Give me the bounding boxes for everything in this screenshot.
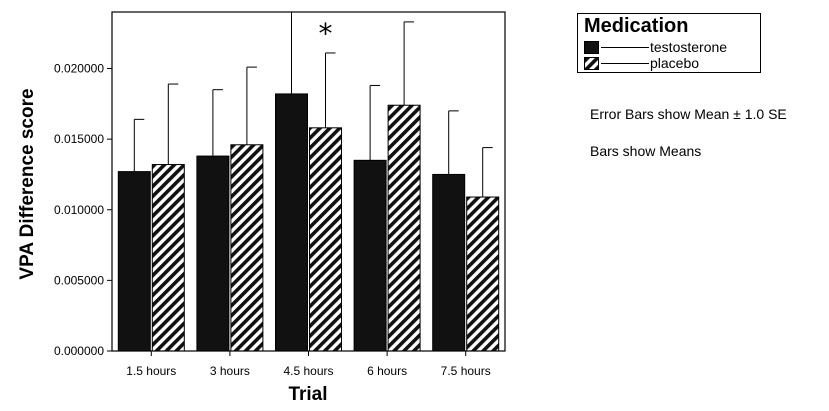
bar-placebo-3-hours xyxy=(230,144,264,352)
bar-placebo-7-5-hours xyxy=(466,196,500,352)
legend-swatch-placebo xyxy=(584,57,599,70)
significance-asterisk: * xyxy=(319,17,333,50)
x-tick-label: 3 hours xyxy=(210,364,250,378)
legend-line xyxy=(601,63,649,64)
bar-placebo-4-5-hours xyxy=(309,127,342,352)
bar-placebo-6-hours xyxy=(387,104,421,352)
x-tick-label: 1.5 hours xyxy=(126,364,176,378)
x-tick-label: 6 hours xyxy=(367,364,407,378)
legend-label-testosterone: testosterone xyxy=(650,39,728,55)
y-tick-label: 0.020000 xyxy=(54,62,104,76)
legend-title: Medication xyxy=(584,15,689,37)
y-tick-label: 0.015000 xyxy=(54,132,104,146)
bar-testosterone-6-hours xyxy=(353,159,387,352)
bar-testosterone-1-5-hours xyxy=(117,171,151,352)
y-tick-label: 0.000000 xyxy=(54,344,104,358)
y-tick-label: 0.005000 xyxy=(54,273,104,287)
bars-note: Bars show Means xyxy=(590,143,702,159)
legend-line xyxy=(601,47,649,48)
legend-swatch-testosterone xyxy=(584,41,599,54)
x-tick-label: 4.5 hours xyxy=(283,364,333,378)
legend: Medication testosterone placebo xyxy=(577,13,761,73)
y-tick-label: 0.010000 xyxy=(54,203,104,217)
legend-label-placebo: placebo xyxy=(650,55,700,71)
bar-testosterone-3-hours xyxy=(196,155,230,352)
bar-testosterone-4-5-hours xyxy=(275,93,308,352)
x-axis-label: Trial xyxy=(288,384,327,405)
y-axis-label: VPA Difference score xyxy=(17,88,38,279)
bar-placebo-1-5-hours xyxy=(151,164,185,352)
bar-testosterone-7-5-hours xyxy=(432,173,466,352)
x-tick-label: 7.5 hours xyxy=(441,364,491,378)
error-bar-note: Error Bars show Mean ± 1.0 SE xyxy=(590,106,787,122)
